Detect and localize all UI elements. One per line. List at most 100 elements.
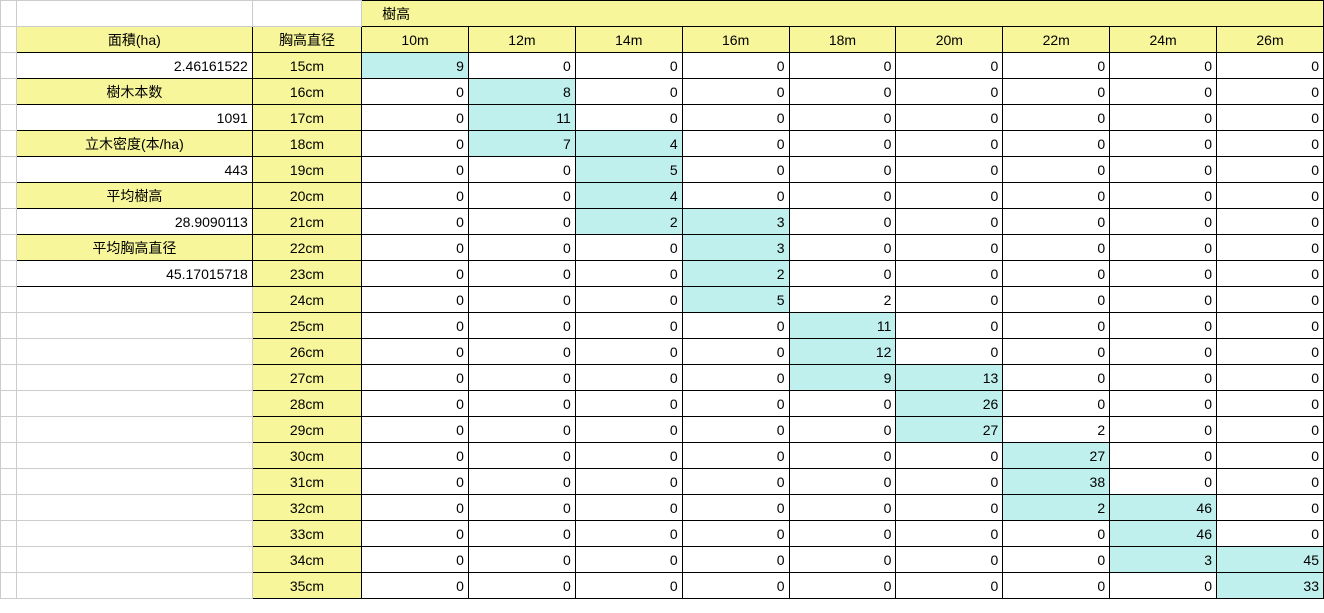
cell-13-0[interactable]: 0 — [362, 391, 469, 417]
cell-1-5[interactable]: 0 — [896, 79, 1003, 105]
cell-16-8[interactable]: 0 — [1216, 469, 1323, 495]
cell-6-1[interactable]: 0 — [468, 209, 575, 235]
cell-17-1[interactable]: 0 — [468, 495, 575, 521]
cell-14-8[interactable]: 0 — [1216, 417, 1323, 443]
cell-0-7[interactable]: 0 — [1110, 53, 1217, 79]
cell-6-4[interactable]: 0 — [789, 209, 896, 235]
height-col-3[interactable]: 16m — [682, 27, 789, 53]
cell-8-7[interactable]: 0 — [1110, 261, 1217, 287]
cell-19-7[interactable]: 3 — [1110, 547, 1217, 573]
cell-17-7[interactable]: 46 — [1110, 495, 1217, 521]
cell-8-4[interactable]: 0 — [789, 261, 896, 287]
cell-2-0[interactable]: 0 — [362, 105, 469, 131]
cell-5-0[interactable]: 0 — [362, 183, 469, 209]
cell-18-8[interactable]: 0 — [1216, 521, 1323, 547]
diameter-row-19[interactable]: 34cm — [252, 547, 361, 573]
cell-15-2[interactable]: 0 — [575, 443, 682, 469]
cell-6-7[interactable]: 0 — [1110, 209, 1217, 235]
cell-15-4[interactable]: 0 — [789, 443, 896, 469]
left-value-1[interactable]: 1091 — [16, 105, 252, 131]
cell-1-1[interactable]: 8 — [468, 79, 575, 105]
cell-5-7[interactable]: 0 — [1110, 183, 1217, 209]
diameter-row-10[interactable]: 25cm — [252, 313, 361, 339]
diameter-row-13[interactable]: 28cm — [252, 391, 361, 417]
cell-12-6[interactable]: 0 — [1003, 365, 1110, 391]
cell-20-4[interactable]: 0 — [789, 573, 896, 599]
diameter-row-17[interactable]: 32cm — [252, 495, 361, 521]
height-col-5[interactable]: 20m — [896, 27, 1003, 53]
cell-20-6[interactable]: 0 — [1003, 573, 1110, 599]
cell-2-6[interactable]: 0 — [1003, 105, 1110, 131]
cell-11-2[interactable]: 0 — [575, 339, 682, 365]
cell-3-4[interactable]: 0 — [789, 131, 896, 157]
cell-13-3[interactable]: 0 — [682, 391, 789, 417]
cell-14-0[interactable]: 0 — [362, 417, 469, 443]
cell-7-4[interactable]: 0 — [789, 235, 896, 261]
cell-7-1[interactable]: 0 — [468, 235, 575, 261]
cell-6-8[interactable]: 0 — [1216, 209, 1323, 235]
cell-3-0[interactable]: 0 — [362, 131, 469, 157]
cell-12-2[interactable]: 0 — [575, 365, 682, 391]
cell-4-8[interactable]: 0 — [1216, 157, 1323, 183]
cell-14-4[interactable]: 0 — [789, 417, 896, 443]
cell-10-2[interactable]: 0 — [575, 313, 682, 339]
cell-12-7[interactable]: 0 — [1110, 365, 1217, 391]
cell-12-8[interactable]: 0 — [1216, 365, 1323, 391]
cell-14-6[interactable]: 2 — [1003, 417, 1110, 443]
cell-7-3[interactable]: 3 — [682, 235, 789, 261]
cell-19-1[interactable]: 0 — [468, 547, 575, 573]
cell-18-6[interactable]: 0 — [1003, 521, 1110, 547]
cell-4-0[interactable]: 0 — [362, 157, 469, 183]
cell-7-8[interactable]: 0 — [1216, 235, 1323, 261]
cell-2-3[interactable]: 0 — [682, 105, 789, 131]
cell-18-0[interactable]: 0 — [362, 521, 469, 547]
height-col-2[interactable]: 14m — [575, 27, 682, 53]
cell-13-8[interactable]: 0 — [1216, 391, 1323, 417]
cell-10-5[interactable]: 0 — [896, 313, 1003, 339]
cell-7-7[interactable]: 0 — [1110, 235, 1217, 261]
cell-18-5[interactable]: 0 — [896, 521, 1003, 547]
cell-10-0[interactable]: 0 — [362, 313, 469, 339]
diameter-row-11[interactable]: 26cm — [252, 339, 361, 365]
cell-6-6[interactable]: 0 — [1003, 209, 1110, 235]
cell-3-7[interactable]: 0 — [1110, 131, 1217, 157]
cell-6-3[interactable]: 3 — [682, 209, 789, 235]
height-col-4[interactable]: 18m — [789, 27, 896, 53]
cell-16-4[interactable]: 0 — [789, 469, 896, 495]
cell-20-8[interactable]: 33 — [1216, 573, 1323, 599]
cell-16-0[interactable]: 0 — [362, 469, 469, 495]
cell-17-5[interactable]: 0 — [896, 495, 1003, 521]
cell-12-4[interactable]: 9 — [789, 365, 896, 391]
cell-1-7[interactable]: 0 — [1110, 79, 1217, 105]
height-col-1[interactable]: 12m — [468, 27, 575, 53]
cell-17-2[interactable]: 0 — [575, 495, 682, 521]
cell-5-5[interactable]: 0 — [896, 183, 1003, 209]
cell-4-4[interactable]: 0 — [789, 157, 896, 183]
cell-10-8[interactable]: 0 — [1216, 313, 1323, 339]
cell-5-3[interactable]: 0 — [682, 183, 789, 209]
cell-4-7[interactable]: 0 — [1110, 157, 1217, 183]
diameter-row-2[interactable]: 17cm — [252, 105, 361, 131]
cell-20-1[interactable]: 0 — [468, 573, 575, 599]
left-value-0[interactable]: 2.46161522 — [16, 53, 252, 79]
cell-3-8[interactable]: 0 — [1216, 131, 1323, 157]
cell-14-2[interactable]: 0 — [575, 417, 682, 443]
cell-5-4[interactable]: 0 — [789, 183, 896, 209]
cell-3-3[interactable]: 0 — [682, 131, 789, 157]
cell-19-5[interactable]: 0 — [896, 547, 1003, 573]
cell-15-7[interactable]: 0 — [1110, 443, 1217, 469]
cell-2-8[interactable]: 0 — [1216, 105, 1323, 131]
cell-9-8[interactable]: 0 — [1216, 287, 1323, 313]
cell-14-5[interactable]: 27 — [896, 417, 1003, 443]
cell-0-8[interactable]: 0 — [1216, 53, 1323, 79]
cell-9-5[interactable]: 0 — [896, 287, 1003, 313]
cell-12-1[interactable]: 0 — [468, 365, 575, 391]
cell-2-4[interactable]: 0 — [789, 105, 896, 131]
left-label-1[interactable]: 樹木本数 — [16, 79, 252, 105]
diameter-row-7[interactable]: 22cm — [252, 235, 361, 261]
diameter-row-4[interactable]: 19cm — [252, 157, 361, 183]
height-col-8[interactable]: 26m — [1216, 27, 1323, 53]
cell-3-1[interactable]: 7 — [468, 131, 575, 157]
cell-19-2[interactable]: 0 — [575, 547, 682, 573]
cell-8-8[interactable]: 0 — [1216, 261, 1323, 287]
